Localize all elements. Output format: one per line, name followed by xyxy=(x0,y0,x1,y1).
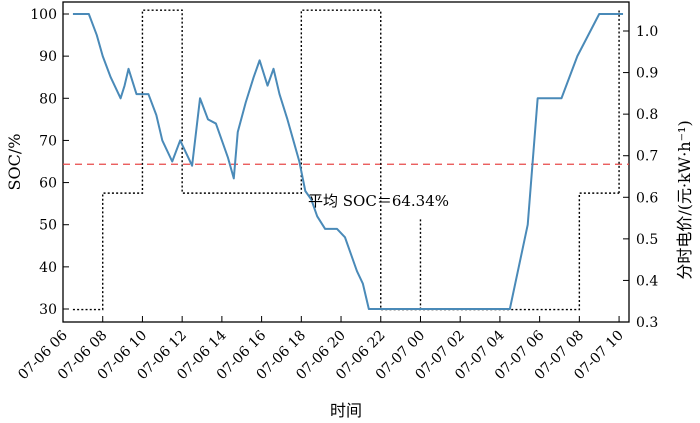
right-y-ticks: 0.3 0.4 0.5 0.6 0.7 0.8 0.9 1.0 xyxy=(623,24,658,331)
right-y-tick-label: 0.3 xyxy=(636,315,658,331)
left-y-tick-label: 70 xyxy=(39,133,57,149)
left-y-tick-label: 40 xyxy=(39,260,57,276)
price-line xyxy=(72,9,620,311)
right-y-tick-label: 0.4 xyxy=(636,273,658,289)
left-y-axis-title: SOC/% xyxy=(5,134,24,191)
left-y-ticks: 30 40 50 60 70 80 90 100 xyxy=(30,7,69,318)
right-y-tick-label: 0.6 xyxy=(636,190,658,206)
plot-frame xyxy=(62,1,630,323)
x-axis-title: 时间 xyxy=(330,401,362,420)
right-y-axis-title: 分时电价/(元·kW·h⁻¹) xyxy=(675,120,694,279)
right-y-tick-label: 1.0 xyxy=(636,24,658,40)
left-y-tick-label: 100 xyxy=(30,7,57,23)
left-y-tick-label: 60 xyxy=(39,176,57,192)
right-y-tick-label: 0.9 xyxy=(636,66,658,82)
left-y-tick-label: 80 xyxy=(39,91,57,107)
right-y-tick-label: 0.7 xyxy=(636,149,658,165)
left-y-tick-label: 30 xyxy=(39,302,57,318)
annotation-mean-soc: 平均 SOC＝64.34% xyxy=(308,192,449,210)
price-series xyxy=(72,9,620,311)
soc-series xyxy=(72,13,624,310)
soc-line xyxy=(72,13,624,310)
right-y-tick-label: 0.8 xyxy=(636,107,658,123)
left-y-tick-label: 50 xyxy=(39,218,57,234)
right-y-tick-label: 0.5 xyxy=(636,232,658,248)
left-y-tick-label: 90 xyxy=(39,49,57,65)
